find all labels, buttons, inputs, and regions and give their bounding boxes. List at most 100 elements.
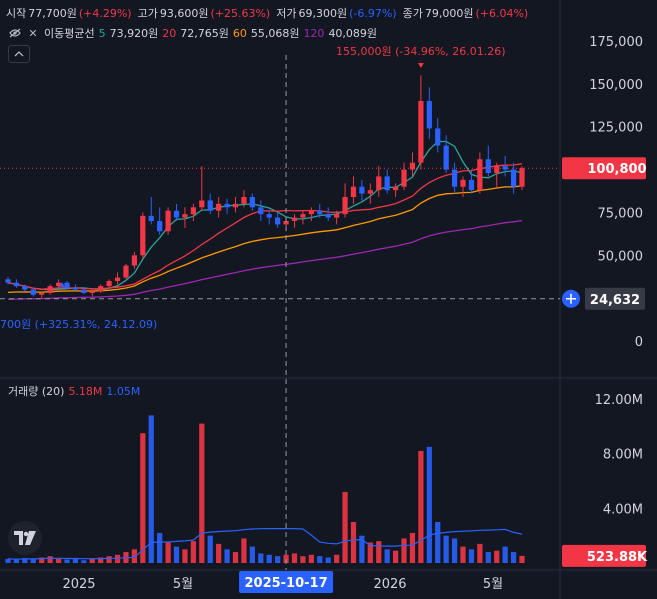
high-annotation: 155,000원 (-34.96%, 26.01.26) [336,45,506,58]
candle-body [325,214,331,218]
candle-body [249,197,255,208]
volume-bar [5,558,11,563]
candle-body [342,197,348,215]
candle-body [460,179,466,187]
candle-body [275,217,281,225]
time-tick-label: 5월 [483,577,503,592]
candle-body [157,221,163,232]
volume-bar [148,415,154,563]
candle-body [494,166,500,173]
crosshair-date-label: 2025-10-17 [244,576,327,591]
volume-bar [342,491,348,563]
volume-bar [47,556,53,563]
price-tick-label: 75,000 [598,206,644,221]
price-tick-label: 150,000 [589,78,643,93]
volume-bar [308,554,314,563]
high-marker [417,63,424,68]
volume-bar [409,532,416,563]
volume-tick-label: 12.00M [595,393,643,408]
time-tick-label: 2026 [373,577,406,592]
tradingview-logo[interactable] [8,521,42,555]
candle-body [123,265,129,278]
candle-body [55,282,62,287]
ma20-value: 72,765원 [180,27,229,40]
volume-bar [435,522,441,563]
close-icon[interactable]: ✕ [28,26,38,40]
volume-bar [334,554,340,563]
candle-body [401,169,407,187]
ma20-line [7,163,523,290]
candle-body [376,176,382,191]
eye-icon[interactable] [8,26,22,40]
candle-body [165,210,171,232]
volume-bar [384,549,390,563]
candle-body [350,186,357,197]
candle-body [443,145,449,170]
volume-bar [39,557,45,563]
candle-body [190,207,196,215]
candle-body [384,176,390,191]
volume-bar [494,550,500,563]
candle-body [510,169,517,187]
candle-body [13,282,20,287]
price-tick-label: 125,000 [589,121,643,136]
volume-tick-label: 8.00M [603,448,643,463]
candle-body [291,217,298,221]
volume-bar [241,538,247,563]
candle-body [519,168,525,187]
open-change: (+4.29%) [78,7,132,20]
candle-body [47,286,53,293]
crosshair-date-tag [239,571,334,593]
chevron-up-icon [14,51,24,57]
volume-bar [510,552,517,563]
volume-title: 거래량 (20) [8,385,65,398]
candle-body [199,200,205,208]
crosshair-price-tag [585,287,645,310]
volume-bar [182,549,188,563]
volume-bar [72,558,79,563]
collapse-legend-button[interactable] [8,45,30,63]
candle-body [418,101,424,163]
volume-bar [325,557,331,563]
price-tick-label: 50,000 [598,249,644,264]
ma20-period: 20 [162,26,177,40]
candle-body [207,200,213,211]
time-tick-label: 5월 [173,577,193,592]
volume-bar [216,543,222,563]
volume-bar [232,552,239,563]
low-label: 저가 [276,7,297,20]
time-tick-label: 2025 [62,577,95,592]
volume-bar [224,549,230,563]
candle-body [367,190,373,194]
volume-bar [477,543,483,563]
volume-value-1: 5.18M [68,384,103,398]
candle-body [148,215,154,221]
candle-body [140,215,146,256]
volume-bar [55,558,62,563]
candle-body [232,203,239,208]
volume-bar [81,560,87,563]
volume-ma-line [7,528,523,560]
volume-bar [22,558,28,563]
candle-body [30,289,36,295]
candle-body [131,255,138,266]
ma5-period: 5 [98,26,106,40]
candle-body [409,162,416,170]
volume-bar [392,550,399,563]
candle-body [258,207,264,215]
candle-body [216,203,222,211]
volume-bar [30,558,36,563]
candle-body [224,203,230,208]
volume-legend: 거래량 (20) 5.18M 1.05M [8,383,140,399]
candle-body [64,282,70,288]
candle-body [39,293,45,295]
low-annotation: 700원 (+325.31%, 24.12.09) [0,318,157,331]
add-alert-button[interactable] [562,289,580,308]
crosshair-price-label: 24,632 [590,293,640,308]
high-value: 93,600원 [159,7,209,20]
volume-bar [140,433,146,563]
candle-body [114,277,121,281]
ma60-line [7,185,523,294]
ma5-value: 73,920원 [109,27,159,40]
